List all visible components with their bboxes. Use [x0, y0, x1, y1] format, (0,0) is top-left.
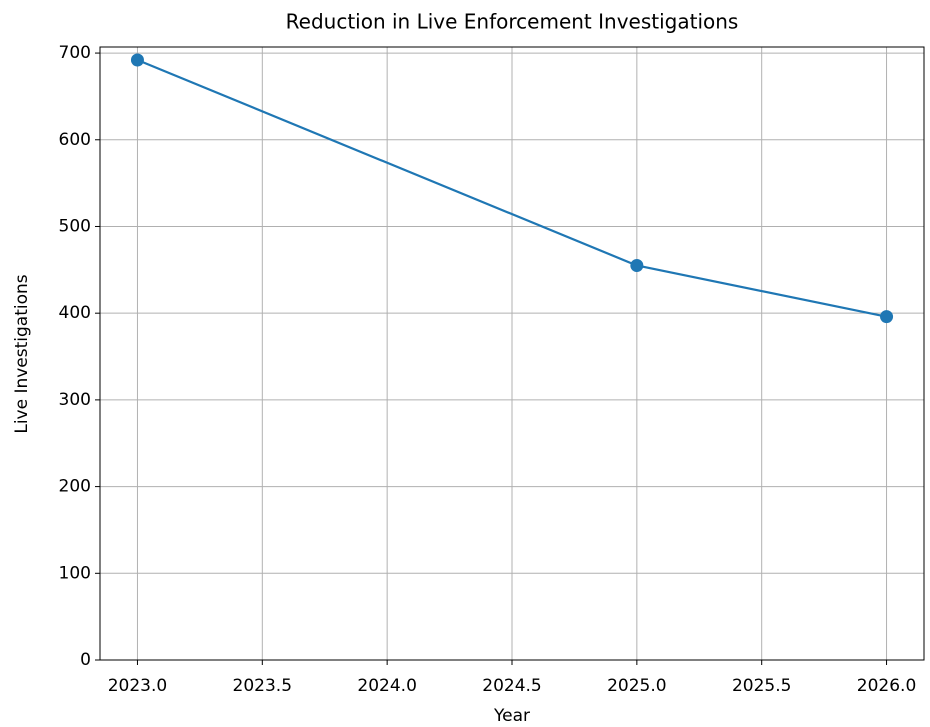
y-tick-label: 100 [59, 563, 91, 583]
x-tick-label: 2025.5 [732, 676, 791, 696]
y-axis-label: Live Investigations [12, 274, 32, 433]
x-tick-label: 2024.0 [357, 676, 416, 696]
data-point [130, 53, 144, 67]
data-point [880, 310, 894, 324]
x-tick-label: 2025.0 [607, 676, 666, 696]
y-tick-label: 300 [59, 390, 91, 410]
y-tick-label: 400 [59, 303, 91, 323]
x-tick-label: 2026.0 [857, 676, 916, 696]
x-tick-label: 2024.5 [482, 676, 541, 696]
x-tick-label: 2023.5 [233, 676, 292, 696]
x-axis-label: Year [493, 706, 530, 726]
chart-title: Reduction in Live Enforcement Investigat… [286, 10, 739, 34]
y-tick-label: 600 [59, 130, 91, 150]
y-tick-label: 500 [59, 216, 91, 236]
x-tick-label: 2023.0 [108, 676, 167, 696]
y-tick-label: 700 [59, 43, 91, 63]
y-tick-label: 200 [59, 477, 91, 497]
y-tick-label: 0 [80, 650, 91, 670]
plot-frame [99, 46, 925, 661]
data-point [630, 258, 644, 272]
